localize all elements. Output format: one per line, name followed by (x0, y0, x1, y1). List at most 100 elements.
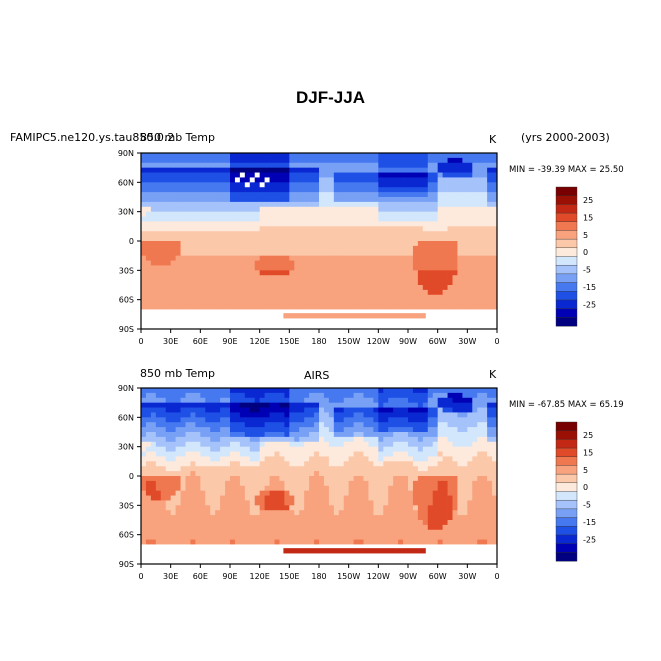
field-cell (185, 324, 191, 330)
field-cell (170, 294, 177, 301)
field-cell (323, 505, 330, 511)
field-cell (338, 319, 345, 325)
field-cell (264, 485, 270, 492)
field-cell (294, 187, 300, 193)
field-cell (422, 182, 429, 188)
field-cell (373, 245, 379, 252)
field-cell (234, 270, 241, 276)
field-cell (328, 476, 335, 482)
field-cell (333, 515, 340, 521)
field-cell (333, 265, 340, 271)
field-cell (447, 167, 453, 173)
field-cell (284, 451, 290, 457)
field-cell (160, 187, 167, 193)
field-cell (175, 441, 181, 448)
field-cell (264, 177, 270, 183)
field-cell (210, 490, 216, 496)
field-cell (353, 417, 359, 423)
field-cell (323, 206, 330, 213)
field-cell (210, 304, 216, 310)
field-cell (220, 221, 226, 227)
field-cell (492, 201, 498, 208)
field-cell (417, 162, 424, 169)
field-cell (299, 520, 305, 526)
field-cell (408, 206, 414, 213)
field-cell (230, 172, 236, 178)
field-cell (408, 397, 414, 404)
field-cell (155, 255, 162, 261)
field-cell (328, 236, 335, 242)
field-cell (274, 539, 280, 545)
field-cell (289, 441, 295, 448)
field-cell (170, 197, 177, 203)
field-cell (254, 539, 261, 545)
field-cell (319, 324, 325, 330)
field-cell (467, 412, 473, 418)
field-cell (432, 490, 439, 496)
field-cell (259, 480, 266, 487)
field-cell (437, 324, 444, 330)
field-cell (378, 187, 384, 193)
field-cell (492, 451, 498, 457)
field-cell (244, 490, 251, 496)
field-cell (437, 319, 444, 325)
field-cell (348, 441, 355, 448)
field-cell (358, 216, 364, 222)
field-cell (170, 289, 177, 296)
field-cell (230, 436, 236, 443)
field-cell (378, 177, 384, 183)
field-cell (393, 236, 399, 242)
field-cell (185, 524, 191, 531)
field-cell (422, 324, 429, 330)
field-cell (274, 402, 280, 408)
field-cell (170, 534, 177, 540)
field-cell (155, 544, 162, 550)
field-cell (269, 309, 275, 315)
field-cell (279, 500, 285, 506)
field-cell (234, 226, 241, 232)
field-cell (234, 456, 241, 462)
field-cell (343, 260, 350, 266)
field-cell (195, 221, 201, 227)
field-cell (304, 466, 310, 472)
field-cell (467, 436, 473, 443)
field-cell (244, 476, 251, 482)
field-cell (264, 250, 270, 257)
field-cell (210, 432, 216, 438)
field-cell (239, 285, 246, 291)
field-cell (150, 182, 157, 188)
field-cell (343, 153, 350, 159)
field-cell (284, 162, 290, 169)
field-cell (279, 167, 285, 173)
field-cell (383, 231, 389, 237)
field-cell (294, 157, 300, 164)
field-cell (447, 412, 453, 418)
field-cell (299, 157, 305, 164)
field-cell (328, 417, 335, 423)
field-cell (200, 402, 206, 408)
field-cell (155, 466, 162, 472)
field-cell (259, 476, 266, 482)
field-cell (482, 211, 488, 217)
field-cell (180, 476, 186, 482)
field-cell (195, 270, 201, 276)
field-cell (259, 412, 266, 418)
field-cell (299, 529, 305, 536)
field-cell (422, 167, 429, 173)
field-cell (304, 182, 310, 188)
field-cell (353, 515, 359, 521)
field-cell (185, 407, 191, 413)
field-cell (417, 505, 424, 511)
field-cell (195, 544, 201, 550)
field-cell (422, 162, 429, 169)
field-cell (398, 294, 404, 301)
field-cell (160, 490, 167, 496)
field-cell (373, 201, 379, 208)
field-cell (472, 446, 478, 452)
field-cell (244, 441, 251, 448)
field-cell (492, 392, 498, 399)
field-cell (190, 412, 196, 418)
field-cell (195, 294, 201, 301)
field-cell (155, 461, 162, 467)
field-cell (328, 539, 335, 545)
